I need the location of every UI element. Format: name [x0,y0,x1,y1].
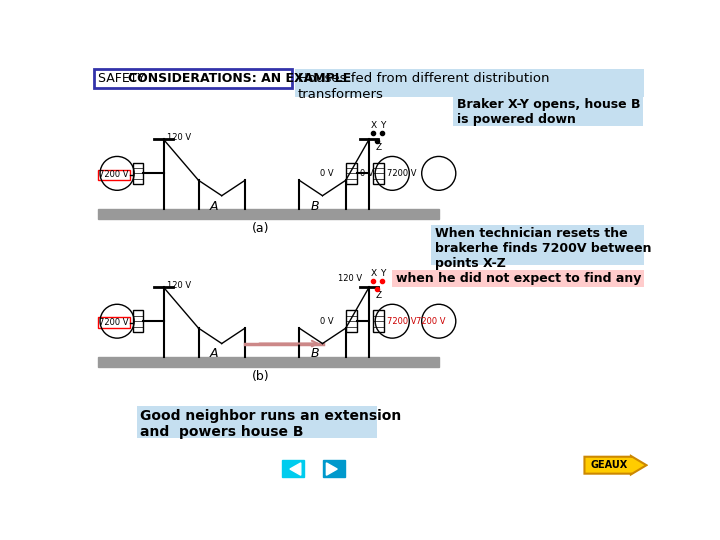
Text: when he did not expect to find any: when he did not expect to find any [396,272,642,285]
Text: (a): (a) [252,222,269,235]
Text: Braker X-Y opens, house B
is powered down: Braker X-Y opens, house B is powered dow… [456,98,640,126]
Text: 7200 V: 7200 V [415,316,445,326]
Text: 120 V: 120 V [167,133,191,141]
FancyBboxPatch shape [137,406,377,438]
Text: SAFETY: SAFETY [98,72,149,85]
Bar [346,310,356,332]
FancyBboxPatch shape [94,70,292,88]
Text: CONSIDERATIONS: AN EXAMPLE: CONSIDERATIONS: AN EXAMPLE [128,72,351,85]
Text: X: X [371,269,377,278]
Text: GEAUX: GEAUX [590,460,628,470]
Text: Houses fed from different distribution
transformers: Houses fed from different distribution t… [297,72,549,100]
Text: 0 V: 0 V [320,169,333,178]
FancyBboxPatch shape [295,70,644,97]
Text: X: X [371,122,377,130]
Text: When technician resets the
brakerhe finds 7200V between
points X-Z: When technician resets the brakerhe find… [435,227,652,270]
Bar [98,209,438,219]
Text: 0 V: 0 V [320,316,333,326]
Bar [373,310,384,332]
FancyBboxPatch shape [453,96,642,126]
Bar [373,163,384,184]
Text: B: B [310,347,319,360]
Text: 7200 V: 7200 V [387,169,416,178]
Text: 7200 V: 7200 V [387,316,416,326]
Text: Z: Z [375,291,382,300]
FancyBboxPatch shape [392,269,644,287]
Bar [282,460,304,477]
FancyArrow shape [585,456,647,475]
Text: (b): (b) [252,370,269,383]
Bar [98,356,438,367]
Bar [98,170,130,180]
Text: 7200 V: 7200 V [99,318,129,327]
Bar [98,318,130,328]
Text: A: A [210,347,218,360]
Polygon shape [326,463,337,475]
Text: 0 V: 0 V [360,169,374,178]
Text: Z: Z [375,143,382,152]
FancyBboxPatch shape [431,225,644,265]
Text: Y: Y [380,269,385,278]
Polygon shape [290,463,301,475]
Bar [323,460,345,477]
Text: A: A [210,200,218,213]
Text: 120 V: 120 V [338,274,362,284]
Text: 7200 V: 7200 V [99,171,129,179]
Text: Good neighbor runs an extension
and  powers house B: Good neighbor runs an extension and powe… [140,409,402,439]
Bar [346,163,356,184]
Text: 120 V: 120 V [167,280,191,289]
Bar [132,163,143,184]
Bar [132,310,143,332]
Text: Y: Y [380,122,385,130]
Text: B: B [310,200,319,213]
